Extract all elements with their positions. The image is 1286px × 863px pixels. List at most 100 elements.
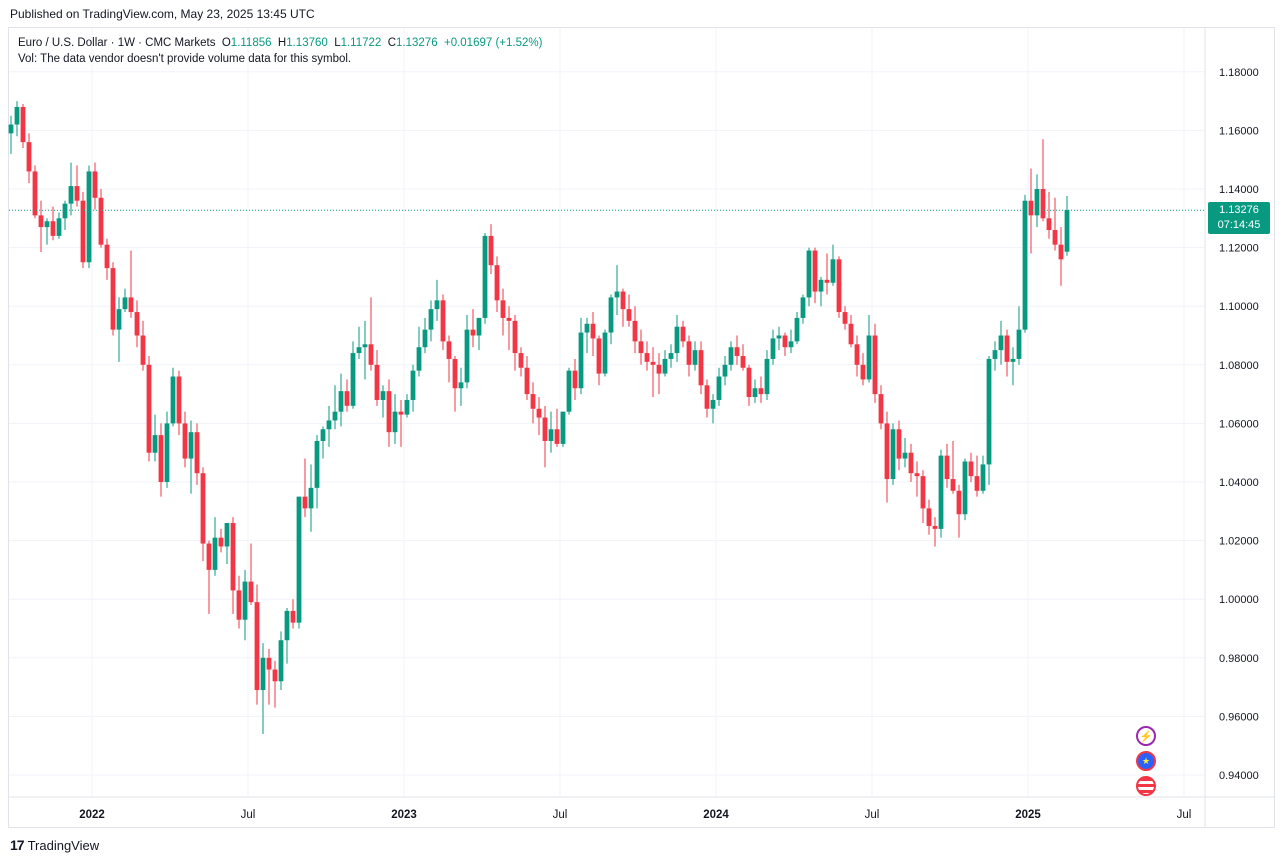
candle-body xyxy=(374,364,380,400)
candle xyxy=(200,467,206,562)
candle xyxy=(146,356,152,462)
candle-body xyxy=(368,344,374,365)
price-tick-label: 1.14000 xyxy=(1219,184,1259,196)
price-tick-label: 1.02000 xyxy=(1219,536,1259,548)
us-flag-icon[interactable] xyxy=(1136,776,1156,796)
candle xyxy=(932,517,938,547)
candle xyxy=(884,411,890,503)
candle xyxy=(890,423,896,485)
candle-body xyxy=(1010,358,1016,362)
candle xyxy=(530,382,536,424)
candle-body xyxy=(872,335,878,395)
candle-body xyxy=(128,297,134,313)
candle-body xyxy=(998,335,1004,351)
tradingview-logo-icon: 17 xyxy=(10,837,25,853)
candle-body xyxy=(914,473,920,477)
candle xyxy=(710,394,716,424)
candle xyxy=(1034,174,1040,228)
candle xyxy=(800,294,806,324)
candle xyxy=(362,320,368,380)
candle-body xyxy=(68,186,74,204)
candle xyxy=(62,200,68,231)
candle-body xyxy=(650,361,656,365)
candle xyxy=(584,317,590,354)
candle xyxy=(140,320,146,371)
candle-body xyxy=(896,429,902,459)
candle xyxy=(794,312,800,345)
candle-body xyxy=(290,610,296,623)
price-tick-label: 0.96000 xyxy=(1219,711,1259,723)
candle-body xyxy=(494,265,500,301)
candle-body xyxy=(182,423,188,459)
candle-body xyxy=(1034,189,1040,216)
candle xyxy=(176,370,182,436)
candle-body xyxy=(986,358,992,465)
candle xyxy=(380,385,386,418)
candle xyxy=(416,326,422,377)
price-tick-label: 1.12000 xyxy=(1219,243,1259,255)
candle-body xyxy=(158,435,164,482)
candle-body xyxy=(86,171,92,263)
candle-body xyxy=(506,317,512,321)
candle xyxy=(692,341,698,371)
candle-body xyxy=(74,186,80,201)
candle-body xyxy=(818,279,824,292)
candle xyxy=(620,288,626,327)
price-tick-label: 1.00000 xyxy=(1219,594,1259,606)
candle xyxy=(1040,139,1046,222)
candle xyxy=(878,385,884,430)
chart-frame[interactable] xyxy=(8,27,1275,828)
candle-body xyxy=(188,432,194,459)
volume-note: Vol: The data vendor doesn't provide vol… xyxy=(18,53,352,65)
close-value: 1.13276 xyxy=(396,37,438,49)
candle-body xyxy=(410,370,416,400)
candle xyxy=(704,379,710,418)
candle xyxy=(284,607,290,664)
candle xyxy=(464,314,470,389)
candle xyxy=(326,405,332,447)
candle-body xyxy=(152,435,158,453)
price-tick-label: 1.08000 xyxy=(1219,360,1259,372)
symbol-label: Euro / U.S. Dollar · 1W · CMC Markets xyxy=(18,37,216,49)
eu-flag-icon[interactable]: ★ xyxy=(1136,751,1156,771)
candle xyxy=(974,455,980,497)
candle xyxy=(1058,227,1064,286)
candle-body xyxy=(104,244,110,269)
candle-body xyxy=(44,221,50,228)
candle xyxy=(1052,197,1058,251)
candle xyxy=(428,300,434,342)
candle xyxy=(398,399,404,447)
candle xyxy=(242,569,248,641)
flash-icon[interactable]: ⚡ xyxy=(1136,726,1156,746)
time-tick-label: 2024 xyxy=(703,809,729,821)
candle-body xyxy=(56,218,62,236)
candle xyxy=(38,200,44,252)
candle xyxy=(44,218,50,245)
candle-body xyxy=(446,341,452,359)
candle-body xyxy=(728,347,734,365)
candle-body xyxy=(1016,329,1022,359)
candle-body xyxy=(908,452,914,474)
candle-body xyxy=(836,259,842,313)
candle xyxy=(308,464,314,532)
candle-body xyxy=(260,657,266,691)
candle xyxy=(482,232,488,324)
candle-body xyxy=(944,455,950,480)
candle xyxy=(386,379,392,447)
candle-body xyxy=(842,312,848,324)
candle xyxy=(560,411,566,447)
candle xyxy=(758,376,764,403)
candle-body xyxy=(356,347,362,354)
candle xyxy=(938,449,944,538)
candle xyxy=(188,420,194,494)
footer-brand[interactable]: 17 TradingView xyxy=(10,837,99,853)
candle-body xyxy=(50,221,56,236)
price-tick-label: 1.04000 xyxy=(1219,477,1259,489)
candle xyxy=(872,323,878,403)
candle xyxy=(632,306,638,354)
candle xyxy=(848,314,854,348)
candle-body xyxy=(332,411,338,421)
candle xyxy=(752,379,758,403)
candle xyxy=(182,411,188,468)
